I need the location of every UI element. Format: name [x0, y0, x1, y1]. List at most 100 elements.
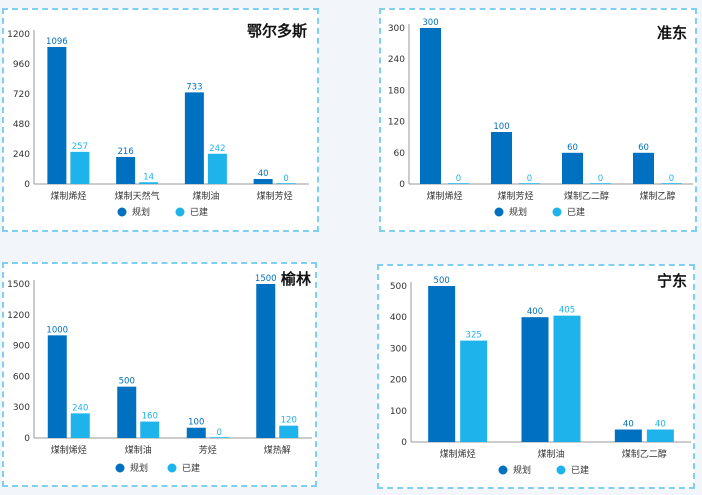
legend-marker [175, 207, 185, 217]
legend-marker [556, 465, 566, 475]
x-category-label: 煤制乙二醇 [622, 448, 667, 460]
bar-value-label: 300 [422, 18, 438, 28]
x-category-label: 煤制油 [125, 444, 152, 456]
bar [562, 152, 583, 184]
bar [70, 151, 90, 184]
bar [140, 421, 160, 438]
y-tick-label: 240 [388, 55, 405, 65]
chart-panel-yulin: 榆林 0 300 600 900 1200 1500 1000 240 煤制烯烃 500 160 煤制… [2, 262, 317, 487]
bar-value-label: 500 [434, 276, 450, 286]
bar [139, 182, 159, 184]
bar [253, 179, 273, 184]
x-category-label: 煤制烯烃 [50, 190, 86, 202]
bar-value-label: 240 [72, 403, 88, 413]
y-tick-label: 500 [390, 282, 407, 292]
y-tick-label: 600 [13, 372, 30, 382]
y-tick-label: 100 [390, 407, 407, 417]
bar-value-label: 160 [142, 412, 158, 422]
x-category-label: 煤制烯烃 [51, 444, 87, 456]
bar [646, 429, 674, 442]
y-tick-label: 1200 [7, 311, 30, 321]
bar [70, 413, 90, 438]
x-category-label: 芳烃 [199, 444, 217, 456]
legend-marker [494, 207, 504, 217]
bar-value-label: 500 [119, 377, 135, 387]
y-tick-label: 300 [13, 403, 30, 413]
y-tick-label: 720 [13, 90, 30, 100]
bar [47, 335, 67, 438]
bar [279, 425, 299, 438]
legend-marker [498, 465, 508, 475]
chart-title: 鄂尔多斯 [246, 22, 307, 40]
x-category-label: 煤制芳烃 [257, 190, 293, 202]
y-tick-label: 0 [399, 180, 405, 190]
chart-panel-zhundong: 准东 0 60 120 180 240 300 300 0 煤制烯烃 100 0 煤制芳烃 60 0 煤制乙… [379, 8, 697, 232]
bar-value-label: 100 [493, 122, 509, 132]
legend-label: 规划 [130, 462, 148, 474]
bar-value-label: 242 [209, 144, 225, 154]
bar-value-label: 405 [559, 306, 575, 316]
legend-label: 已建 [182, 462, 200, 474]
bar-value-label: 0 [217, 428, 222, 438]
x-category-label: 煤制芳烃 [497, 190, 533, 202]
bar [491, 132, 512, 184]
bar [519, 183, 540, 184]
legend-marker [552, 207, 562, 217]
chart-svg: 0 100 200 300 400 500 500 325 煤制烯烃 400 405 煤制油 40 40 煤… [390, 276, 691, 476]
bar [116, 157, 136, 184]
legend-marker [117, 207, 127, 217]
y-tick-label: 900 [13, 342, 30, 352]
x-category-label: 煤制天然气 [115, 190, 160, 202]
chart-panel-ordos: 鄂尔多斯 0 240 480 720 960 1200 1096 257 煤制烯烃 216 14 煤制… [2, 8, 319, 232]
bar [521, 317, 549, 442]
legend-label: 规划 [509, 206, 527, 218]
chart-title: 准东 [656, 24, 687, 42]
bar-value-label: 40 [258, 169, 269, 179]
bar-value-label: 0 [527, 174, 532, 184]
bar-value-label: 14 [143, 172, 154, 182]
legend-label: 规划 [513, 464, 531, 476]
bar-value-label: 40 [623, 420, 634, 430]
bar-value-label: 0 [669, 174, 674, 184]
y-tick-label: 0 [24, 180, 30, 190]
bar [117, 386, 137, 438]
y-tick-label: 60 [394, 149, 406, 159]
bar [553, 315, 581, 442]
bar [256, 284, 276, 438]
y-tick-label: 300 [390, 344, 407, 354]
bar-value-label: 1500 [255, 274, 277, 284]
y-tick-label: 0 [401, 438, 407, 448]
bar [276, 183, 296, 184]
legend-label: 已建 [571, 464, 589, 476]
y-tick-label: 0 [24, 434, 30, 444]
y-tick-label: 480 [13, 120, 30, 130]
bar-value-label: 1000 [46, 325, 68, 335]
y-tick-label: 1200 [7, 30, 30, 40]
legend-marker [115, 463, 125, 473]
y-tick-label: 1500 [7, 280, 30, 290]
bar-value-label: 0 [283, 174, 288, 184]
legend-label: 已建 [567, 206, 585, 218]
y-tick-label: 400 [390, 313, 407, 323]
bar-value-label: 400 [527, 307, 543, 317]
bar [590, 183, 611, 184]
x-category-label: 煤制乙二醇 [564, 190, 609, 202]
bar-value-label: 60 [567, 143, 578, 153]
bar-value-label: 325 [466, 331, 482, 341]
bar-value-label: 0 [598, 174, 603, 184]
chart-title: 榆林 [280, 270, 311, 288]
bar-value-label: 60 [638, 143, 649, 153]
bar [633, 152, 654, 184]
bar [47, 47, 67, 184]
x-category-label: 煤制乙醇 [639, 190, 675, 202]
bar [209, 437, 229, 438]
bar-value-label: 733 [186, 82, 202, 92]
y-tick-label: 200 [390, 376, 407, 386]
y-tick-label: 300 [388, 24, 405, 34]
bar-value-label: 120 [281, 416, 297, 426]
chart-svg: 0300600900120015001000240煤制烯烃500160煤制油10… [7, 274, 312, 474]
legend-label: 规划 [132, 206, 150, 218]
x-category-label: 煤制油 [192, 190, 219, 202]
bar [614, 429, 642, 442]
bar-value-label: 1096 [46, 37, 68, 47]
